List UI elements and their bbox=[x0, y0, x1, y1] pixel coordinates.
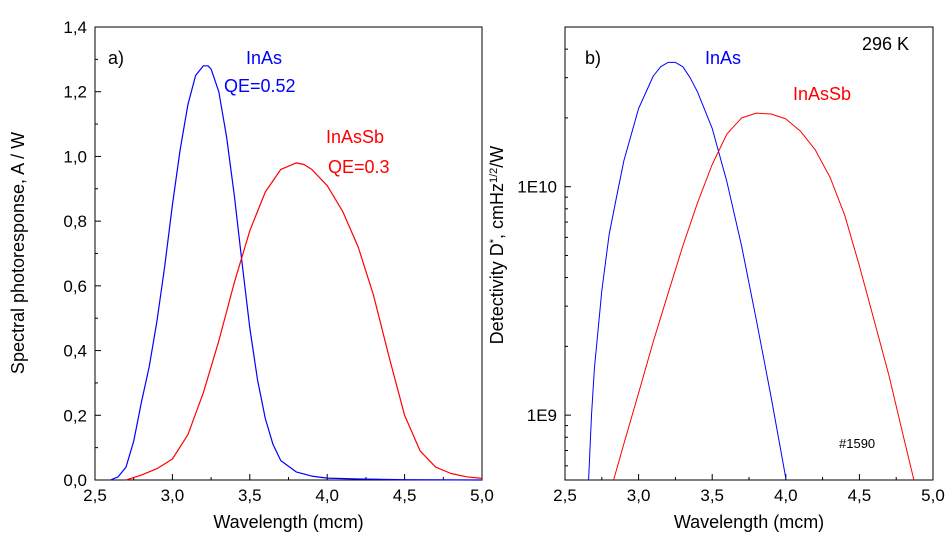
panel-b-series-inassb-line bbox=[613, 112, 915, 481]
panel-a-y-tick-label: 0,2 bbox=[63, 406, 87, 425]
panel-b-x-tick-label: 5,0 bbox=[921, 486, 945, 505]
panel-b-frame bbox=[564, 26, 934, 481]
panel-b: 2,5 3,0 3,5 4,0 4,5 5,0 1E9 1E10 b) InAs InAsS… bbox=[487, 26, 945, 532]
panel-a-label: a) bbox=[108, 48, 124, 68]
panel-a-series-inassb-line bbox=[125, 162, 483, 481]
panel-a-x-axis-label: Wavelength (mcm) bbox=[213, 512, 363, 532]
panel-b-x-tick-label: 4,0 bbox=[774, 486, 798, 505]
panel-a-y-tick-label: 1,0 bbox=[63, 147, 87, 166]
panel-b-annotation-inassb: InAsSb bbox=[793, 84, 851, 104]
panel-a-x-tick-label: 3,5 bbox=[238, 486, 262, 505]
panel-b-x-tick-label: 3,0 bbox=[627, 486, 651, 505]
panel-a-series-inas-line bbox=[110, 65, 483, 481]
panel-b-annotation-sample-id: #1590 bbox=[839, 436, 875, 451]
panel-a-y-tick-label: 0,0 bbox=[63, 471, 87, 490]
panel-a-y-tick-label: 1,4 bbox=[63, 18, 87, 37]
panel-a-annotation-inas: InAs bbox=[246, 48, 282, 68]
panel-a-x-tick-label: 4,0 bbox=[315, 486, 339, 505]
panel-b-y-ticks: 1E9 1E10 bbox=[517, 48, 571, 467]
panel-a-x-tick-label: 2,5 bbox=[83, 486, 107, 505]
panel-a-y-ticks: 0,0 0,2 0,4 0,6 0,8 1,0 1,2 1,4 bbox=[63, 18, 101, 490]
panel-b-annotation-temperature: 296 K bbox=[862, 34, 909, 54]
panel-a-x-ticks: 2,5 3,0 3,5 4,0 4,5 5,0 bbox=[83, 474, 494, 505]
panel-b-y-tick-label: 1E10 bbox=[517, 178, 557, 197]
panel-a-x-tick-label: 4,5 bbox=[393, 486, 417, 505]
panel-b-x-tick-label: 3,5 bbox=[700, 486, 724, 505]
panel-a-y-tick-label: 0,8 bbox=[63, 212, 87, 231]
panel-b-x-axis-label: Wavelength (mcm) bbox=[674, 512, 824, 532]
panel-b-annotation-inas: InAs bbox=[705, 48, 741, 68]
panel-a: 2,5 3,0 3,5 4,0 4,5 5,0 0,0 0,2 0,4 0,6 0,8 1,0 1,2… bbox=[8, 18, 494, 532]
panel-b-label: b) bbox=[585, 48, 601, 68]
panel-b-series-inas-line bbox=[588, 61, 787, 481]
panel-a-y-tick-label: 0,6 bbox=[63, 277, 87, 296]
panel-b-series bbox=[588, 61, 915, 481]
panel-b-y-axis-label: Detectivity D*, cmHz1/2/W bbox=[487, 146, 507, 345]
panel-a-y-tick-label: 1,2 bbox=[63, 83, 87, 102]
panel-a-annotation-inassb: InAsSb bbox=[326, 127, 384, 147]
panel-a-annotation-inassb-qe: QE=0.3 bbox=[328, 157, 390, 177]
panel-a-x-tick-label: 3,0 bbox=[161, 486, 185, 505]
panel-b-x-tick-label: 4,5 bbox=[848, 486, 872, 505]
panel-b-y-tick-label: 1E9 bbox=[527, 406, 557, 425]
panel-a-annotation-inas-qe: QE=0.52 bbox=[224, 76, 296, 96]
panel-b-x-tick-label: 2,5 bbox=[553, 486, 577, 505]
panel-b-x-ticks: 2,5 3,0 3,5 4,0 4,5 5,0 bbox=[553, 474, 945, 505]
panel-a-y-tick-label: 0,4 bbox=[63, 342, 87, 361]
panel-a-series bbox=[110, 65, 483, 481]
panel-a-x-tick-label: 5,0 bbox=[470, 486, 494, 505]
panel-a-y-axis-label: Spectral photoresponse, A / W bbox=[8, 132, 28, 374]
